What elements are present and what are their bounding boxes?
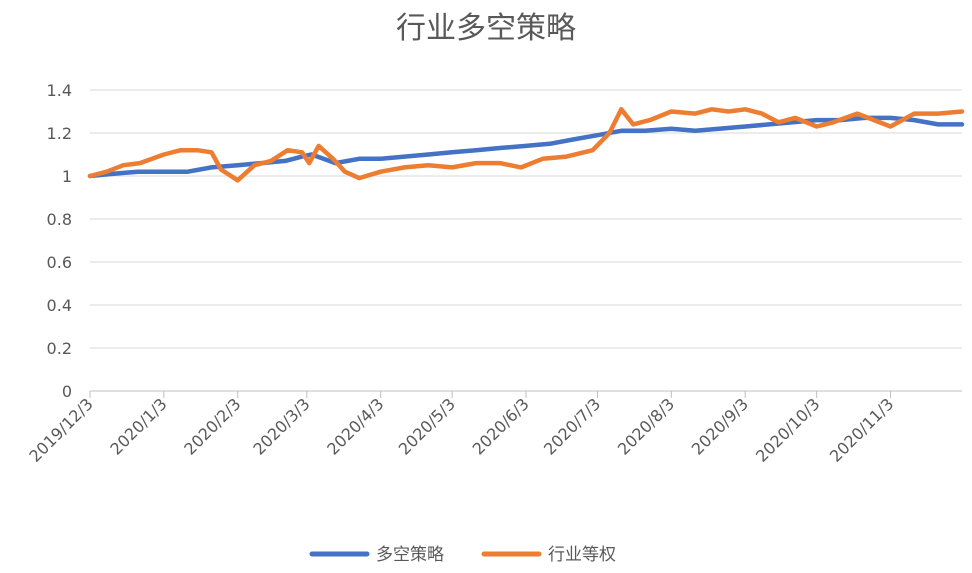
x-tick-label: 2020/3/3 [249, 394, 313, 458]
x-tick-label: 2020/11/3 [826, 394, 897, 465]
series-line-2 [87, 107, 965, 183]
y-axis-ticks: 0 0.2 0.4 0.6 0.8 1 1.2 1.4 [47, 81, 72, 401]
x-tick-label: 2019/12/3 [25, 394, 96, 465]
x-tick-label: 2020/10/3 [752, 394, 823, 465]
y-tick-label: 1.4 [47, 81, 72, 100]
x-tick-label: 2020/6/3 [469, 394, 533, 458]
chart-title: 行业多空策略 [396, 11, 576, 46]
x-tick-label: 2020/9/3 [688, 394, 752, 458]
gridlines [90, 89, 962, 349]
x-axis: 2019/12/3 2020/1/3 2020/2/3 2020/3/3 2020/4/… [25, 390, 962, 466]
y-tick-label: 0 [62, 382, 72, 401]
x-tick-label: 2020/8/3 [614, 394, 678, 458]
legend-label-2: 行业等权 [548, 545, 616, 565]
x-tick-label: 2020/5/3 [395, 394, 459, 458]
x-tick-label: 2020/1/3 [106, 394, 170, 458]
y-tick-label: 0.4 [47, 296, 72, 315]
y-tick-label: 0.2 [47, 339, 72, 358]
y-tick-label: 0.6 [47, 253, 72, 272]
legend: 多空策略 行业等权 [309, 545, 616, 565]
y-tick-label: 1.2 [47, 124, 72, 143]
series-lines [87, 107, 965, 183]
series-line-1 [87, 115, 965, 179]
x-tick-label: 2020/7/3 [540, 394, 604, 458]
legend-label-1: 多空策略 [376, 545, 444, 565]
y-tick-label: 0.8 [47, 210, 72, 229]
y-tick-label: 1 [62, 167, 72, 186]
x-tick-label: 2020/2/3 [180, 394, 244, 458]
x-tick-label: 2020/4/3 [323, 394, 387, 458]
